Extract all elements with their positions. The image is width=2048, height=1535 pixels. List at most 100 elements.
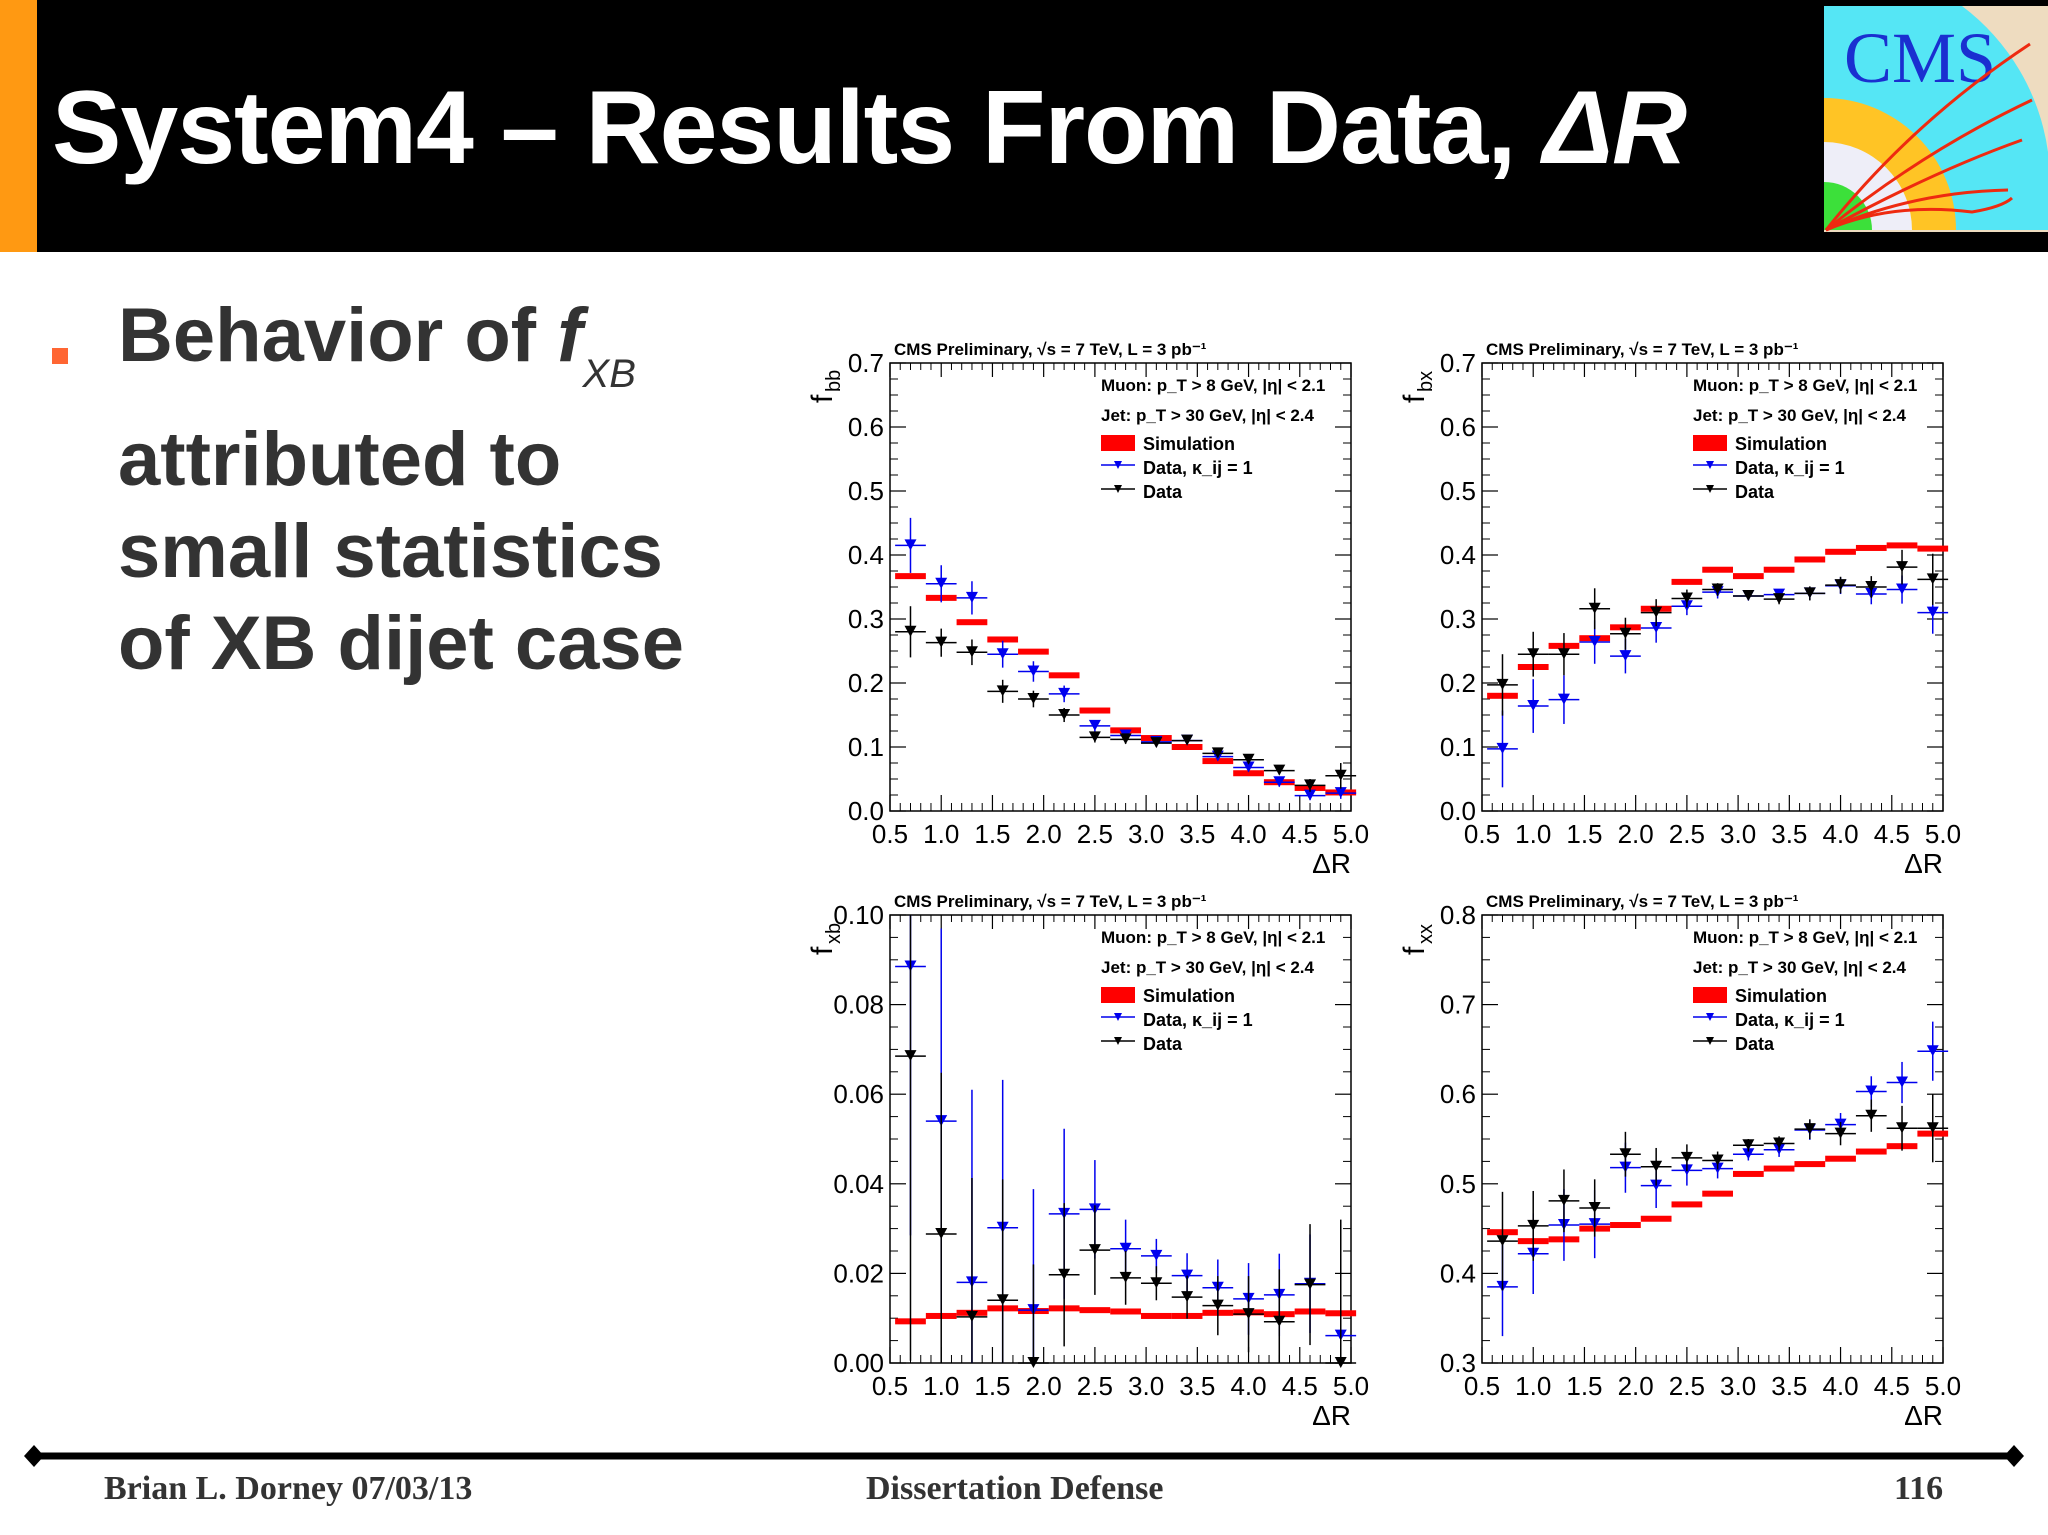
data-marker (1650, 1160, 1663, 1172)
data-marker (1650, 621, 1663, 633)
legend-simulation-swatch (1101, 435, 1135, 451)
y-tick-label: 0.1 (1440, 732, 1476, 762)
y-tick-label: 0.10 (833, 900, 884, 930)
x-axis-label: ΔR (1312, 1400, 1351, 1431)
bullet-line-1: Behavior of fXB (118, 290, 636, 396)
simulation-bin (1079, 707, 1111, 714)
simulation-bin (1855, 1148, 1887, 1155)
simulation-bin (1048, 672, 1080, 679)
data-marker (1557, 648, 1570, 660)
svg-text:CMS: CMS (1844, 18, 1996, 98)
y-tick-label: 0.5 (1440, 1169, 1476, 1199)
svg-text:f: f (806, 394, 839, 403)
plot-f-xx: CMS Preliminary, √s = 7 TeV, L = 3 pb⁻¹ 0… (1398, 892, 1961, 1431)
data-marker (1865, 1085, 1878, 1097)
data-marker (1619, 650, 1632, 662)
x-tick-label: 0.5 (1464, 819, 1500, 849)
simulation-bin (1171, 744, 1203, 750)
x-tick-label: 4.5 (1874, 819, 1910, 849)
x-tick-label: 3.0 (1128, 819, 1164, 849)
y-tick-label: 0.3 (848, 604, 884, 634)
simulation-bin (1886, 542, 1918, 549)
simulation-bin (1702, 1190, 1733, 1197)
data-marker (1027, 1357, 1040, 1368)
data-marker (1711, 583, 1724, 595)
plot-title: CMS Preliminary, √s = 7 TeV, L = 3 pb⁻¹ (894, 892, 1207, 911)
data-marker (1088, 1244, 1101, 1256)
simulation-bin (1610, 1222, 1641, 1229)
data-marker (1896, 583, 1909, 595)
y-axis-label: f bb (806, 370, 845, 403)
y-tick-label: 0.7 (1440, 348, 1476, 378)
x-tick-label: 2.0 (1026, 819, 1062, 849)
y-tick-label: 0.08 (833, 990, 884, 1020)
data-marker (1150, 737, 1163, 749)
simulation-bin (1794, 556, 1826, 563)
data-marker (996, 1294, 1009, 1306)
x-tick-label: 5.0 (1333, 1371, 1369, 1401)
x-tick-label: 4.0 (1230, 1371, 1266, 1401)
legend-entry: Data (1143, 1034, 1183, 1054)
x-tick-label: 3.0 (1128, 1371, 1164, 1401)
x-tick-label: 3.0 (1720, 819, 1756, 849)
plot-f-bb: CMS Preliminary, √s = 7 TeV, L = 3 pb⁻¹ 0… (806, 340, 1369, 879)
x-tick-label: 2.5 (1669, 1371, 1705, 1401)
y-tick-label: 0.06 (833, 1079, 884, 1109)
legend-entry: Data (1735, 1034, 1775, 1054)
data-marker (1181, 1269, 1194, 1281)
y-tick-label: 0.04 (833, 1169, 884, 1199)
data-marker (1650, 606, 1663, 618)
svg-text:xx: xx (1415, 924, 1437, 944)
plot-annotation: Jet: p_T > 30 GeV, |η| < 2.4 (1101, 406, 1315, 425)
footer-divider (24, 1445, 2024, 1467)
x-tick-label: 1.0 (1515, 819, 1551, 849)
simulation-bin (1110, 1308, 1141, 1315)
cms-logo-icon: CMS (1812, 2, 2048, 234)
y-tick-label: 0.6 (1440, 1079, 1476, 1109)
footer-event: Dissertation Defense (866, 1470, 1164, 1507)
data-marker (1742, 1139, 1755, 1151)
data-marker (1242, 753, 1255, 765)
x-tick-label: 2.5 (1669, 819, 1705, 849)
y-tick-label: 0.8 (1440, 900, 1476, 930)
y-tick-label: 0.02 (833, 1258, 884, 1288)
data-marker (935, 1227, 948, 1239)
plot-annotation: Muon: p_T > 8 GeV, |η| < 2.1 (1101, 928, 1325, 947)
simulation-bin (895, 573, 926, 580)
legend-entry: Simulation (1143, 986, 1235, 1006)
bullet-line-3: small statistics (118, 509, 663, 594)
data-marker (1680, 1151, 1693, 1163)
data-marker (1588, 602, 1601, 614)
data-marker (1896, 1076, 1909, 1088)
x-axis-label: ΔR (1904, 1400, 1943, 1431)
data-marker (904, 625, 917, 637)
x-tick-label: 1.0 (923, 1371, 959, 1401)
x-tick-label: 1.0 (923, 819, 959, 849)
y-tick-label: 0.7 (848, 348, 884, 378)
x-tick-label: 1.5 (1566, 819, 1602, 849)
footer-author-date: Brian L. Dorney 07/03/13 (104, 1470, 473, 1507)
simulation-bin (956, 619, 988, 626)
legend-entry: Data, κ_ij = 1 (1143, 1010, 1253, 1030)
data-marker (1150, 1277, 1163, 1289)
data-marker (1773, 1137, 1786, 1149)
data-marker (1058, 709, 1071, 720)
plot-f-xb: CMS Preliminary, √s = 7 TeV, L = 3 pb⁻¹ 0… (806, 892, 1369, 1431)
data-marker (935, 577, 948, 589)
simulation-bin (1825, 548, 1856, 555)
data-marker (965, 591, 978, 603)
x-tick-label: 2.5 (1077, 819, 1113, 849)
simulation-bin (987, 636, 1019, 643)
data-marker (1496, 678, 1509, 690)
data-marker (1896, 1122, 1909, 1134)
data-marker (1896, 561, 1909, 573)
legend-entry: Simulation (1735, 986, 1827, 1006)
data-marker (1619, 1148, 1632, 1160)
svg-text:f: f (1398, 946, 1431, 955)
svg-text:bx: bx (1415, 371, 1437, 392)
data-marker (1088, 731, 1101, 743)
plot-annotation: Jet: p_T > 30 GeV, |η| < 2.4 (1101, 958, 1315, 977)
footer-page-number: 116 (1894, 1470, 1944, 1507)
data-marker (1273, 776, 1286, 788)
data-marker (1926, 1045, 1939, 1057)
